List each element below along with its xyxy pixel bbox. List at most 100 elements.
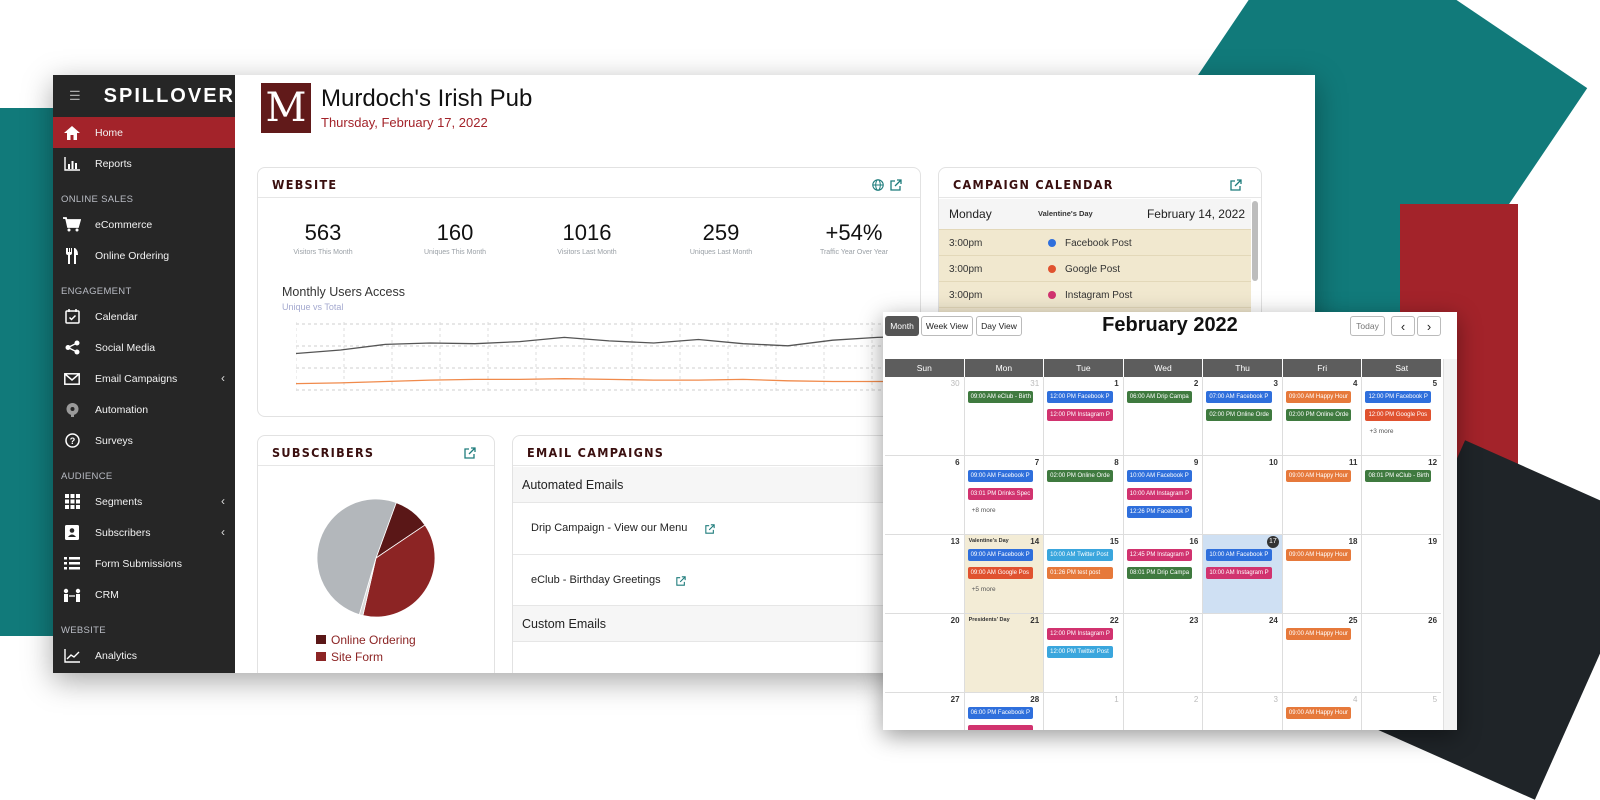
calendar-day-cell[interactable]: 25 09:00 AM Happy Hour bbox=[1283, 614, 1363, 692]
calendar-day-cell[interactable]: 2 06:00 AM Drip Campa bbox=[1124, 377, 1204, 455]
hamburger-menu-icon[interactable]: ☰ bbox=[69, 88, 81, 103]
calendar-day-cell[interactable]: 12 08:01 PM eClub - Birth bbox=[1362, 456, 1441, 534]
calendar-day-cell[interactable]: 4 09:00 AM Happy Hour bbox=[1283, 693, 1363, 730]
calendar-day-cell[interactable]: 11 09:00 AM Happy Hour bbox=[1283, 456, 1363, 534]
sidebar-item-calendar[interactable]: Calendar bbox=[53, 301, 235, 332]
calendar-day-cell[interactable]: 3 bbox=[1203, 693, 1283, 730]
calendar-event[interactable]: 10:00 AM Twitter Post bbox=[1047, 549, 1113, 561]
month-view-button[interactable]: Month bbox=[885, 316, 919, 336]
sidebar-item-email-campaigns[interactable]: Email Campaigns ‹ bbox=[53, 363, 235, 394]
calendar-day-cell[interactable]: 23 bbox=[1124, 614, 1204, 692]
calendar-event[interactable]: 12:00 PM Twitter Post bbox=[1047, 646, 1113, 658]
calendar-day-cell[interactable]: 15 10:00 AM Twitter Post 01:26 PM test pos… bbox=[1044, 535, 1124, 613]
sidebar-item-crm[interactable]: CRM bbox=[53, 579, 235, 610]
calendar-event[interactable]: 12:00 PM Facebook P bbox=[1365, 391, 1432, 403]
calendar-day-cell[interactable]: 6 bbox=[885, 456, 965, 534]
globe-icon[interactable] bbox=[872, 178, 884, 191]
calendar-day-cell[interactable]: 10 bbox=[1203, 456, 1283, 534]
calendar-event[interactable]: 12:00 PM Google Pos bbox=[1365, 409, 1432, 421]
calendar-day-cell[interactable]: 30 bbox=[885, 377, 965, 455]
calendar-event[interactable]: 12:26 PM Facebook P bbox=[1126, 506, 1193, 518]
sidebar-item-form-submissions[interactable]: Form Submissions bbox=[53, 548, 235, 579]
calendar-event[interactable]: 02:00 PM Online Orde bbox=[1285, 409, 1352, 421]
today-button[interactable]: Today bbox=[1350, 316, 1385, 336]
external-link-icon[interactable] bbox=[890, 178, 902, 191]
calendar-day-cell[interactable]: 24 bbox=[1203, 614, 1283, 692]
sidebar-item-analytics[interactable]: Analytics bbox=[53, 640, 235, 671]
calendar-event[interactable]: 09:00 AM eClub - Birth bbox=[967, 391, 1034, 403]
calendar-day-cell[interactable]: 16 12:45 PM Instagram P 08:01 PM Drip Camp… bbox=[1124, 535, 1204, 613]
more-events-link[interactable]: +5 more bbox=[971, 586, 996, 593]
calendar-day-cell[interactable]: 2 bbox=[1124, 693, 1204, 730]
calendar-day-cell[interactable]: 7 09:00 AM Facebook P 03:01 PM Drinks Spec… bbox=[965, 456, 1045, 534]
calendar-day-cell[interactable]: 19 bbox=[1362, 535, 1441, 613]
calendar-day-cell[interactable]: 27 bbox=[885, 693, 965, 730]
calendar-event[interactable]: 06:00 AM Drip Campa bbox=[1126, 391, 1193, 403]
calendar-event[interactable]: 09:00 AM Google Pos bbox=[967, 567, 1034, 579]
calendar-event[interactable]: 12:45 PM Instagram P bbox=[1126, 549, 1193, 561]
calendar-day-cell[interactable]: 9 10:00 AM Facebook P 10:00 AM Instagram P… bbox=[1124, 456, 1204, 534]
calendar-day-cell[interactable]: 17 10:00 AM Facebook P 10:00 AM Instagram … bbox=[1203, 535, 1283, 613]
calendar-day-cell[interactable]: 14 Valentine's Day 09:00 AM Facebook P 09:0… bbox=[964, 535, 1045, 613]
calendar-day-cell[interactable]: 18 09:00 AM Happy Hour bbox=[1283, 535, 1363, 613]
calendar-event[interactable]: 09:00 AM Happy Hour bbox=[1285, 470, 1352, 482]
more-events-link[interactable]: +3 more bbox=[1369, 428, 1394, 435]
calendar-day-cell[interactable]: 21 Presidents' Day bbox=[964, 614, 1045, 692]
calendar-day-cell[interactable]: 22 12:00 PM Instagram P 12:00 PM Twitter P… bbox=[1044, 614, 1124, 692]
calendar-day-cell[interactable]: 5 12:00 PM Facebook P 12:00 PM Google Pos +… bbox=[1362, 377, 1441, 455]
calendar-event[interactable]: 07:00 AM Facebook P bbox=[1206, 391, 1272, 403]
email-item[interactable]: Drip Campaign - View our Menu bbox=[513, 503, 931, 555]
sidebar-item-subscribers[interactable]: Subscribers ‹ bbox=[53, 517, 235, 548]
calendar-event[interactable] bbox=[967, 725, 1034, 730]
campaign-item[interactable]: 3:00pm Google Post bbox=[939, 255, 1251, 281]
campaign-item[interactable]: 3:00pm Instagram Post bbox=[939, 281, 1251, 307]
calendar-event[interactable]: 02:00 PM Online Orde bbox=[1206, 409, 1272, 421]
calendar-event[interactable]: 12:00 PM Instagram P bbox=[1047, 628, 1113, 640]
prev-month-button[interactable]: ‹ bbox=[1391, 316, 1415, 336]
calendar-event[interactable]: 09:00 AM Happy Hour bbox=[1285, 628, 1352, 640]
calendar-event[interactable]: 03:01 PM Drinks Spec bbox=[967, 488, 1034, 500]
calendar-day-cell[interactable]: 5 bbox=[1362, 693, 1441, 730]
calendar-event[interactable]: 09:00 AM Happy Hour bbox=[1285, 549, 1352, 561]
calendar-event[interactable]: 02:00 PM Online Orde bbox=[1047, 470, 1113, 482]
external-link-icon[interactable] bbox=[464, 446, 476, 459]
calendar-day-cell[interactable]: 28 06:00 PM Facebook P bbox=[965, 693, 1045, 730]
calendar-event[interactable]: 09:00 AM Happy Hour bbox=[1285, 391, 1352, 403]
calendar-day-cell[interactable]: 8 02:00 PM Online Orde bbox=[1044, 456, 1124, 534]
sidebar-item-surveys[interactable]: ? Surveys bbox=[53, 425, 235, 456]
sidebar-item-segments[interactable]: Segments ‹ bbox=[53, 486, 235, 517]
calendar-event[interactable]: 08:01 PM Drip Campa bbox=[1126, 567, 1193, 579]
calendar-day-cell[interactable]: 1 12:00 PM Facebook P 12:00 PM Instagram P bbox=[1044, 377, 1124, 455]
calendar-event[interactable]: 10:00 AM Facebook P bbox=[1206, 549, 1272, 561]
week-view-button[interactable]: Week View bbox=[921, 316, 973, 336]
sidebar-item-social-media[interactable]: Social Media bbox=[53, 332, 235, 363]
calendar-day-cell[interactable]: 31 09:00 AM eClub - Birth bbox=[965, 377, 1045, 455]
external-link-icon[interactable] bbox=[1230, 178, 1242, 191]
calendar-event[interactable]: 09:00 AM Happy Hour bbox=[1285, 707, 1352, 719]
email-item[interactable]: eClub - Birthday Greetings bbox=[513, 555, 931, 606]
day-view-button[interactable]: Day View bbox=[976, 316, 1022, 336]
calendar-day-cell[interactable]: 26 bbox=[1362, 614, 1441, 692]
calendar-day-cell[interactable]: 20 bbox=[885, 614, 965, 692]
calendar-day-cell[interactable]: 3 07:00 AM Facebook P 02:00 PM Online Orde bbox=[1203, 377, 1283, 455]
campaign-item[interactable]: 3:00pm Facebook Post bbox=[939, 229, 1251, 255]
calendar-event[interactable]: 10:00 AM Facebook P bbox=[1126, 470, 1193, 482]
calendar-event[interactable]: 12:00 PM Instagram P bbox=[1047, 409, 1113, 421]
calendar-event[interactable]: 08:01 PM eClub - Birth bbox=[1365, 470, 1432, 482]
calendar-scrollbar[interactable] bbox=[1443, 359, 1457, 730]
sidebar-item-automation[interactable]: Automation bbox=[53, 394, 235, 425]
calendar-event[interactable]: 10:00 AM Instagram P bbox=[1126, 488, 1193, 500]
next-month-button[interactable]: › bbox=[1417, 316, 1441, 336]
more-events-link[interactable]: +8 more bbox=[971, 507, 996, 514]
calendar-event[interactable]: 01:26 PM test post bbox=[1047, 567, 1113, 579]
external-link-icon[interactable] bbox=[705, 523, 715, 537]
calendar-day-cell[interactable]: 13 bbox=[885, 535, 965, 613]
sidebar-item-home[interactable]: Home bbox=[53, 117, 235, 148]
calendar-event[interactable]: 09:00 AM Facebook P bbox=[967, 549, 1034, 561]
calendar-event[interactable]: 10:00 AM Instagram P bbox=[1206, 567, 1272, 579]
calendar-day-cell[interactable]: 1 bbox=[1044, 693, 1124, 730]
calendar-event[interactable]: 06:00 PM Facebook P bbox=[967, 707, 1034, 719]
calendar-day-cell[interactable]: 4 09:00 AM Happy Hour 02:00 PM Online Orde bbox=[1283, 377, 1363, 455]
calendar-event[interactable]: 12:00 PM Facebook P bbox=[1047, 391, 1113, 403]
external-link-icon[interactable] bbox=[676, 575, 686, 589]
